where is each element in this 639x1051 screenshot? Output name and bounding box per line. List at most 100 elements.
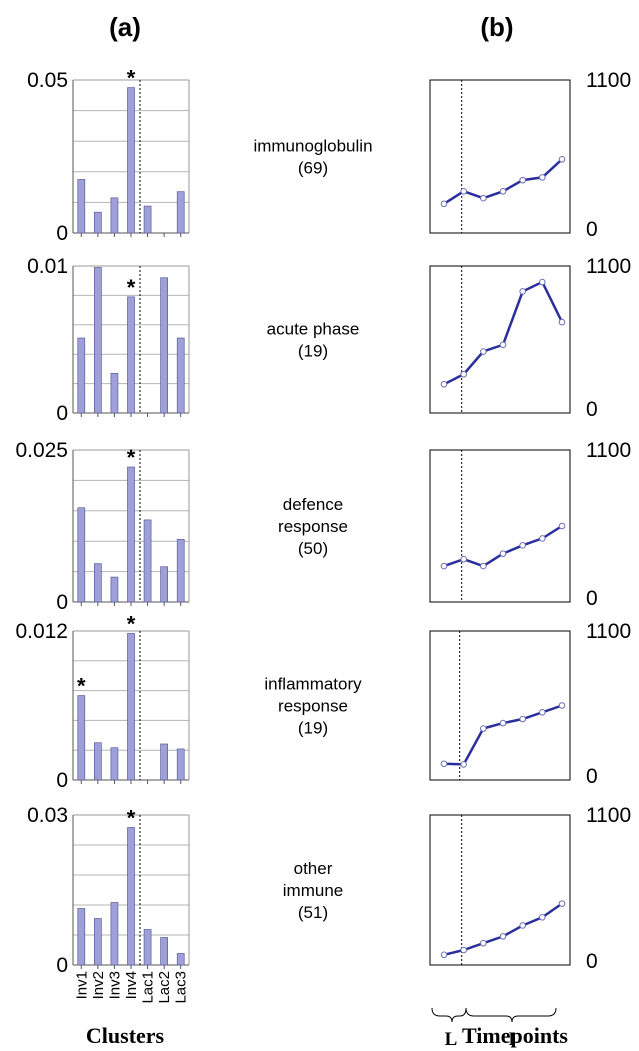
period-label-l: L [445,1029,458,1050]
data-point [480,562,487,570]
y-tick-label-max: 0.03 [27,804,68,827]
bar-inv3 [110,902,119,966]
data-point [460,946,467,954]
data-point [460,370,467,378]
data-point [499,719,507,727]
bar-lac1 [143,519,152,603]
chart-row-2: * 0.01 0 acute phase (19) 1100 0 [27,255,631,425]
data-point [460,555,467,563]
data-point [440,760,448,768]
y-tick-label-zero: 0 [586,398,598,421]
bar-lac2 [160,743,168,781]
y-tick-label-zero: 0 [586,587,598,610]
category-text-line: defence [283,495,344,514]
significance-star: * [127,806,136,831]
clusters-label: Clusters [85,1023,165,1048]
bar-lac3 [176,953,185,966]
y-tick-label-zero: 0 [586,950,598,973]
data-point [440,951,448,959]
category-text-line: inflammatory [264,675,362,694]
category-text-line: other [294,859,333,878]
plot-frame [429,79,571,234]
category-text-line: immune [283,881,343,900]
line-chart-3: 1100 0 [429,439,631,610]
period-brace-i [465,1007,557,1023]
data-point [558,155,566,163]
significance-star: * [127,611,136,636]
data-point [519,288,526,295]
chart-rows: * 0.05 0 immunoglobulin (69) 1100 0 * 0.01 0 acute… [15,66,631,1004]
bar-lac2 [160,277,168,414]
data-point [539,174,546,181]
bar-inv4 [127,296,135,414]
data-point [519,715,526,723]
bar-inv4 [127,633,135,781]
bar-lac2 [160,566,168,603]
y-tick-label-zero: 0 [56,591,68,614]
data-point [499,550,507,557]
y-tick-label-max: 1100 [586,69,631,92]
line-chart-2: 1100 0 [429,255,631,421]
bar-lac3 [176,191,185,234]
data-point [440,200,448,208]
chart-row-5: * 0.03 0 Inv1 Inv2 Inv3 Inv4 Lac1 Lac2 Lac3 other i… [27,804,631,1004]
bar-lac3 [176,539,185,603]
bar-inv2 [94,267,102,414]
data-point [499,933,507,940]
bar-inv3 [110,747,119,781]
period-brace-l [431,1007,467,1023]
data-point [440,380,448,388]
data-point [539,535,546,542]
bar-lac1 [143,929,152,966]
y-tick-label-max: 1100 [586,804,631,827]
category-annotation-4: inflammatory response (19) [264,675,362,738]
y-tick-label-max: 0.01 [27,255,68,278]
category-text-line: immunoglobulin [253,137,372,156]
data-point [539,278,546,286]
category-annotation-3: defence response (50) [278,495,348,558]
bar-inv1 [77,507,86,603]
data-point [480,725,487,732]
data-point [499,187,507,195]
data-point [499,341,507,349]
bar-inv3 [110,576,119,603]
category-label-inv1: Inv1 [73,971,90,999]
y-tick-label-zero: 0 [56,222,68,245]
bar-inv3 [110,197,119,234]
plot-frame [429,814,571,966]
bar-inv2 [94,742,102,781]
category-text-line: acute phase [267,320,360,339]
bar-lac3 [176,337,185,414]
plot-frame [429,630,571,781]
data-point [480,348,487,355]
data-point [558,522,566,530]
y-tick-label-zero: 0 [56,954,68,977]
data-point [519,176,526,184]
y-tick-label-max: 1100 [586,439,631,462]
data-point [460,761,467,768]
bar-lac2 [160,937,168,966]
category-label-lac2: Lac2 [156,971,173,1004]
bar-lac3 [176,748,185,781]
y-tick-label-max: 0.012 [15,620,68,643]
chart-row-3: * 0.025 0 defence response (50) 1100 0 [15,439,631,614]
category-text-line: response [278,517,348,536]
y-tick-label-zero: 0 [586,765,598,788]
plot-frame [429,449,571,603]
category-annotation-1: immunoglobulin (69) [253,137,372,178]
significance-star: * [77,674,86,699]
line-chart-4: 1100 0 [429,620,631,788]
category-text-line: (19) [298,342,328,361]
timepoints-label: Timepoints [462,1023,568,1048]
category-label-inv4: Inv4 [123,971,140,999]
category-text-line: (19) [298,719,328,738]
category-label-inv3: Inv3 [106,971,123,999]
category-text-line: (50) [298,539,328,558]
category-text-line: (51) [298,903,328,922]
significance-star: * [127,275,136,300]
bar-inv4 [127,87,135,234]
data-point [539,913,546,921]
category-text-line: (69) [298,159,328,178]
category-label-lac1: Lac1 [140,971,157,1004]
